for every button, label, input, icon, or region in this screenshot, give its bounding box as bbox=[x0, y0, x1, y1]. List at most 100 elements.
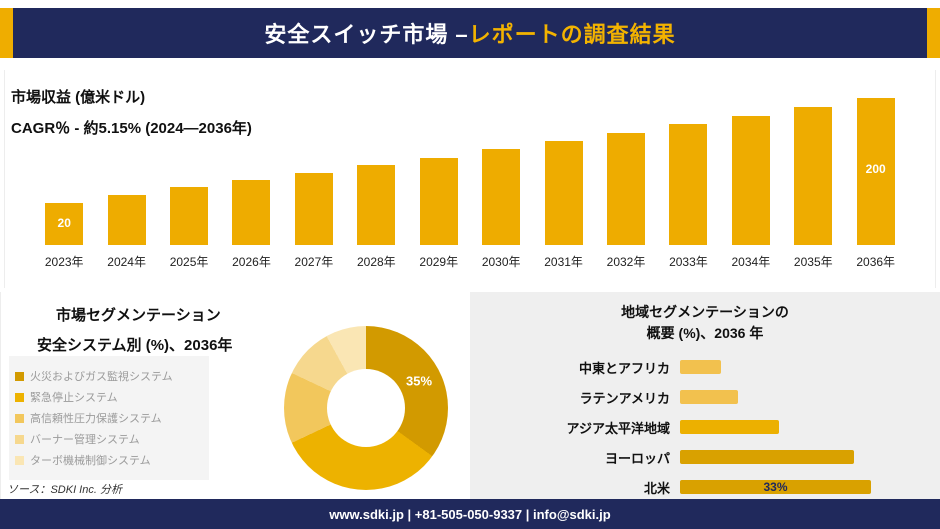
x-axis-label: 2028年 bbox=[356, 255, 396, 269]
legend-swatch bbox=[15, 455, 24, 465]
segmentation-donut-wrap: 35% bbox=[284, 326, 448, 490]
regional-row: 北米 33% bbox=[470, 472, 940, 499]
regional-bar bbox=[680, 450, 854, 464]
revenue-bar bbox=[669, 124, 708, 245]
header-left-accent bbox=[0, 8, 13, 58]
header: 安全スイッチ市場 –レポートの調査結果 bbox=[0, 8, 940, 58]
regional-rows: 中東とアフリカ ラテンアメリカアジア太平洋地域ヨーロッパ北米 33% bbox=[470, 352, 940, 499]
source-note: ソース：SDKI Inc. 分析 bbox=[7, 484, 122, 496]
legend-label: 緊急停止システム bbox=[30, 392, 118, 404]
legend-item: バーナー管理システム bbox=[15, 431, 203, 447]
revenue-bar-slot: 20 2023年 bbox=[33, 203, 95, 270]
regional-title: 地域セグメンテーションの 概要 (%)、2036 年 bbox=[470, 302, 940, 344]
revenue-bar bbox=[731, 116, 770, 245]
revenue-bar bbox=[544, 141, 583, 245]
revenue-bar-slot: 2027年 bbox=[283, 173, 345, 270]
revenue-chart-titles: 市場収益 (億米ドル) CAGR％ - 約5.15% (2024―2036年) bbox=[11, 86, 252, 138]
revenue-bar-slot: 2034年 bbox=[720, 116, 782, 270]
x-axis-label: 2034年 bbox=[731, 255, 771, 269]
x-axis-label: 2030年 bbox=[481, 255, 521, 269]
segmentation-title: 市場セグメンテーション bbox=[56, 307, 221, 324]
regional-bar: 33% bbox=[680, 480, 871, 494]
revenue-bar bbox=[607, 133, 645, 245]
legend-label: ターボ機械制御システム bbox=[30, 455, 151, 467]
x-axis-label: 2027年 bbox=[294, 255, 334, 269]
header-right-accent bbox=[927, 8, 940, 58]
revenue-bar-slot: 2025年 bbox=[158, 187, 220, 270]
regional-row: ラテンアメリカ bbox=[470, 382, 940, 412]
legend-item: 緊急停止システム bbox=[15, 389, 203, 405]
x-axis-label: 2036年 bbox=[856, 255, 896, 269]
x-axis-label: 2024年 bbox=[107, 255, 146, 269]
revenue-bars: 20 2023年 2024年 2025年 2026年 2027年 2028年 2029年 203… bbox=[33, 98, 907, 270]
legend-label: バーナー管理システム bbox=[30, 434, 140, 446]
revenue-bar: 20 bbox=[45, 203, 84, 245]
page-title: 安全スイッチ市場 –レポートの調査結果 bbox=[264, 17, 675, 49]
x-axis-label: 2031年 bbox=[544, 255, 583, 269]
revenue-bar-slot: 2033年 bbox=[657, 124, 719, 270]
revenue-bar bbox=[107, 195, 146, 245]
x-axis-label: 2029年 bbox=[419, 255, 459, 269]
revenue-bar-slot: 2035年 bbox=[782, 107, 844, 270]
revenue-chart-section: 市場収益 (億米ドル) CAGR％ - 約5.15% (2024―2036年) … bbox=[4, 70, 936, 288]
revenue-bar-slot: 2024年 bbox=[95, 195, 157, 270]
regional-category-label: アジア太平洋地域 bbox=[566, 420, 670, 436]
x-axis-label: 2026年 bbox=[232, 255, 271, 269]
x-axis-label: 2032年 bbox=[606, 255, 646, 269]
revenue-bar bbox=[794, 107, 833, 245]
x-axis-label: 2025年 bbox=[169, 255, 209, 269]
revenue-bar bbox=[419, 158, 458, 245]
page-title-main: 安全スイッチ市場 – bbox=[264, 22, 469, 47]
revenue-bar-slot: 2026年 bbox=[220, 180, 282, 270]
segmentation-panel: 市場セグメンテーション 安全システム別 (%)、2036年 火災およびガス監視シ… bbox=[0, 292, 470, 499]
revenue-chart-cagr: CAGR％ - 約5.15% (2024―2036年) bbox=[11, 120, 252, 137]
page-title-accent: レポートの調査結果 bbox=[468, 22, 676, 47]
regional-title-line2: 概要 (%)、2036 年 bbox=[646, 325, 764, 341]
legend-item: 火災およびガス監視システム bbox=[15, 368, 203, 384]
regional-title-line1: 地域セグメンテーションの bbox=[621, 304, 789, 320]
revenue-bar-slot: 200 2036年 bbox=[844, 98, 906, 270]
revenue-bar bbox=[232, 180, 271, 245]
legend-item: ターボ機械制御システム bbox=[15, 452, 203, 468]
regional-row: アジア太平洋地域 bbox=[470, 412, 940, 442]
revenue-bar-slot: 2031年 bbox=[532, 141, 594, 270]
header-bar: 安全スイッチ市場 –レポートの調査結果 bbox=[13, 8, 927, 58]
legend-swatch bbox=[15, 413, 24, 423]
legend-swatch bbox=[15, 371, 24, 381]
revenue-bar-slot: 2032年 bbox=[595, 133, 657, 270]
revenue-bar-slot: 2028年 bbox=[345, 165, 407, 270]
regional-category-label: ヨーロッパ bbox=[604, 450, 670, 466]
legend-swatch bbox=[15, 392, 24, 402]
revenue-bar bbox=[357, 165, 396, 245]
regional-category-label: 中東とアフリカ bbox=[578, 360, 670, 376]
regional-panel: 地域セグメンテーションの 概要 (%)、2036 年 中東とアフリカ ラテンアメリ… bbox=[470, 292, 940, 499]
legend-swatch bbox=[15, 434, 24, 444]
footer-bar: www.sdki.jp | +81-505-050-9337 | info@sd… bbox=[0, 499, 940, 529]
legend-label: 高信頼性圧力保護システム bbox=[30, 413, 162, 425]
donut-hole bbox=[327, 369, 405, 447]
revenue-chart-title: 市場収益 (億米ドル) bbox=[11, 89, 146, 106]
x-axis-label: 2035年 bbox=[793, 255, 833, 269]
regional-bar bbox=[680, 390, 738, 404]
x-axis-label: 2023年 bbox=[44, 255, 84, 269]
revenue-bar bbox=[294, 173, 333, 245]
regional-row: ヨーロッパ bbox=[470, 442, 940, 472]
regional-bar-value: 33% bbox=[763, 480, 788, 494]
bottom-section: 市場セグメンテーション 安全システム別 (%)、2036年 火災およびガス監視シ… bbox=[0, 292, 940, 499]
legend-item: 高信頼性圧力保護システム bbox=[15, 410, 203, 426]
bar-value-label: 200 bbox=[865, 162, 886, 176]
revenue-bar: 200 bbox=[856, 98, 895, 245]
revenue-bar-slot: 2030年 bbox=[470, 149, 532, 270]
donut-annotation: 35% bbox=[405, 373, 433, 389]
segmentation-donut: 35% bbox=[284, 326, 448, 490]
legend-label: 火災およびガス監視システム bbox=[30, 371, 173, 383]
regional-bar bbox=[680, 420, 779, 434]
bar-value-label: 20 bbox=[57, 216, 71, 230]
regional-row: 中東とアフリカ bbox=[470, 352, 940, 382]
revenue-bar bbox=[482, 149, 521, 245]
revenue-bar-slot: 2029年 bbox=[408, 158, 470, 270]
regional-category-label: ラテンアメリカ bbox=[579, 390, 670, 406]
regional-bar bbox=[680, 360, 721, 374]
segmentation-subtitle: 安全システム別 (%)、2036年 bbox=[37, 337, 233, 354]
